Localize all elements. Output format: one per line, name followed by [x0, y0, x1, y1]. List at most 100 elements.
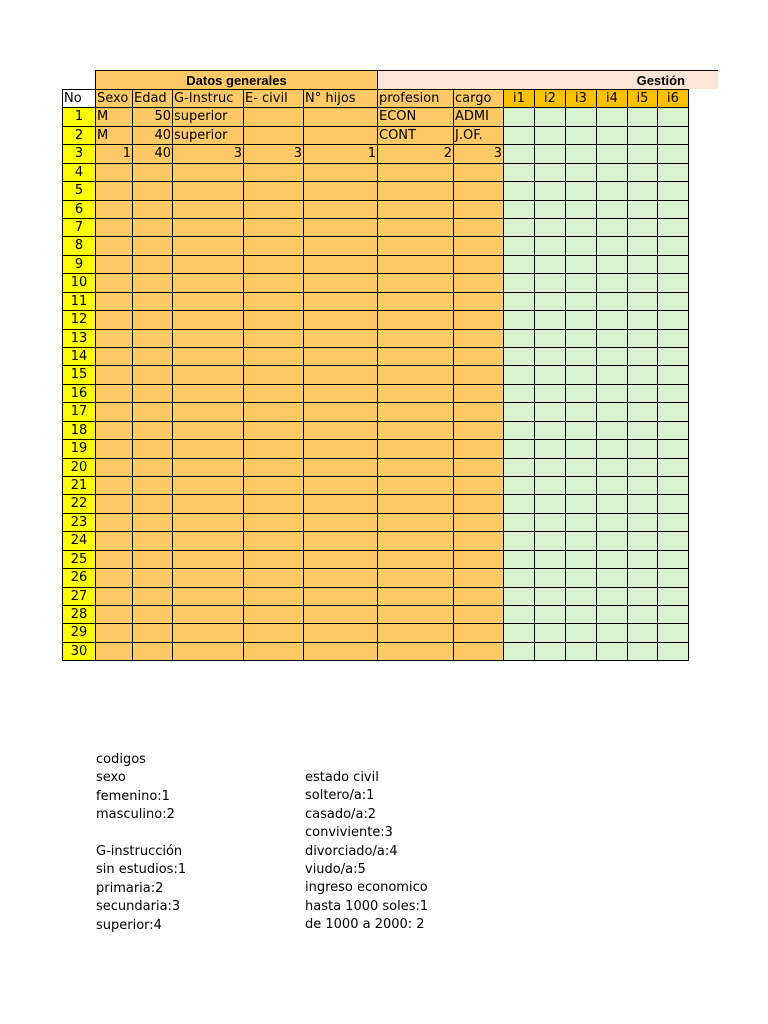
note-line: soltero/a:1	[305, 788, 375, 804]
cell	[132, 162, 173, 183]
cell	[453, 254, 504, 275]
cell	[132, 328, 173, 348]
cell	[95, 457, 133, 478]
cell	[172, 420, 244, 441]
cell	[534, 439, 566, 459]
cell	[627, 328, 658, 348]
cell	[503, 402, 535, 422]
cell	[243, 641, 304, 662]
cell: 28	[62, 605, 96, 625]
cell	[172, 254, 244, 275]
cell	[243, 125, 304, 146]
cell	[172, 218, 244, 238]
cell: 1	[95, 144, 133, 164]
cell	[627, 291, 658, 312]
cell	[503, 512, 535, 533]
cell	[565, 531, 597, 551]
cell	[565, 310, 597, 330]
cell	[503, 181, 535, 201]
cell	[657, 347, 689, 367]
cell	[503, 586, 535, 607]
cell	[596, 236, 628, 256]
cell	[377, 402, 454, 422]
cell	[243, 476, 304, 496]
cell	[243, 549, 304, 570]
cell	[172, 586, 244, 607]
cell: 21	[62, 476, 96, 496]
cell	[95, 181, 133, 201]
cell	[503, 494, 535, 514]
cell	[132, 420, 173, 441]
cell	[172, 605, 244, 625]
cell	[627, 494, 658, 514]
cell	[172, 476, 244, 496]
cell	[303, 310, 378, 330]
cell	[243, 218, 304, 238]
cell	[627, 365, 658, 385]
cell	[657, 623, 689, 643]
note-line: ingreso economico	[305, 880, 428, 896]
cell	[596, 125, 628, 146]
cell	[303, 236, 378, 256]
cell	[95, 402, 133, 422]
cell	[565, 144, 597, 164]
cell	[453, 568, 504, 588]
cell	[95, 439, 133, 459]
cell	[453, 439, 504, 459]
note-line: sexo	[96, 770, 126, 786]
cell	[243, 199, 304, 219]
cell	[377, 310, 454, 330]
cell	[627, 310, 658, 330]
cell	[243, 236, 304, 256]
cell	[657, 402, 689, 422]
cell: 40	[132, 125, 173, 146]
cell	[503, 383, 535, 404]
cell	[534, 181, 566, 201]
cell	[596, 218, 628, 238]
cell	[95, 273, 133, 293]
cell	[565, 125, 597, 146]
cell	[377, 494, 454, 514]
cell: 3	[453, 144, 504, 164]
note-line: casado/a:2	[305, 806, 377, 822]
cell	[377, 291, 454, 312]
cell	[565, 402, 597, 422]
group-header: Gestión	[377, 70, 718, 89]
cell	[132, 310, 173, 330]
cell	[565, 162, 597, 183]
cell	[627, 457, 658, 478]
cell	[453, 457, 504, 478]
cell	[657, 310, 689, 330]
cell	[565, 623, 597, 643]
cell	[627, 181, 658, 201]
cell	[565, 568, 597, 588]
cell	[453, 218, 504, 238]
cell	[596, 144, 628, 164]
cell	[243, 365, 304, 385]
cell	[132, 641, 173, 662]
cell	[377, 623, 454, 643]
cell	[657, 199, 689, 219]
cell	[377, 383, 454, 404]
cell	[243, 457, 304, 478]
cell	[95, 162, 133, 183]
cell	[627, 162, 658, 183]
cell	[303, 586, 378, 607]
note-line: hasta 1000 soles:1	[305, 898, 429, 914]
cell	[303, 273, 378, 293]
cell	[534, 273, 566, 293]
cell	[565, 291, 597, 312]
cell	[303, 623, 378, 643]
cell	[453, 236, 504, 256]
note-line: divorciado/a:4	[305, 843, 398, 859]
cell	[95, 420, 133, 441]
cell	[503, 218, 535, 238]
cell: 5	[62, 181, 96, 201]
cell	[503, 125, 535, 146]
cell	[303, 162, 378, 183]
column-header: cargo	[453, 89, 504, 109]
cell	[172, 568, 244, 588]
cell	[132, 273, 173, 293]
cell	[534, 457, 566, 478]
cell	[95, 199, 133, 219]
